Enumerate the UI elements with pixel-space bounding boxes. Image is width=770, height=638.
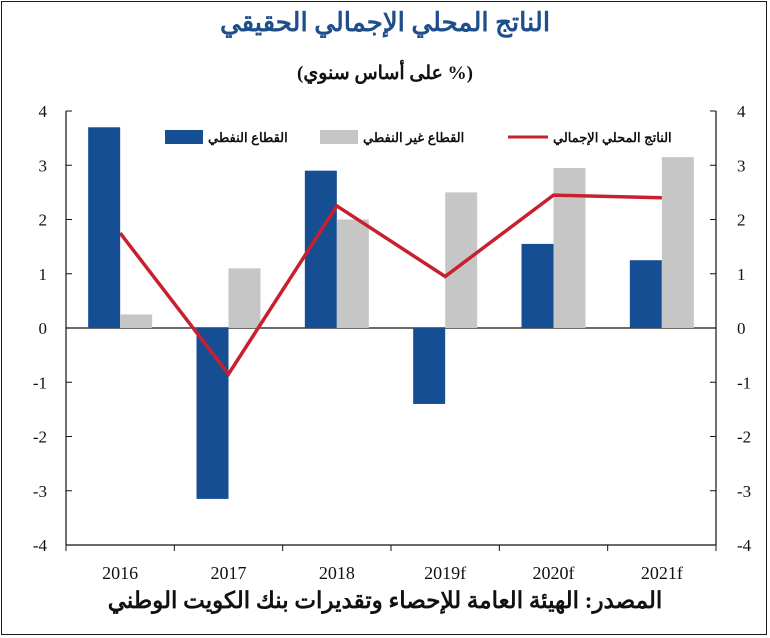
bar-non-oil-sector — [336, 219, 369, 328]
y-tick-label-left: -4 — [33, 536, 48, 555]
chart-line — [118, 193, 662, 378]
legend-label-oil: القطاع النفطي — [208, 130, 288, 146]
bar-non-oil-sector — [661, 157, 694, 328]
y-tick-label-right: 0 — [737, 319, 746, 338]
x-tick-label: 2017 — [211, 563, 247, 583]
x-tick-label: 2021f — [641, 563, 683, 583]
line-gdp — [118, 193, 662, 378]
y-tick-label-right: -4 — [737, 536, 752, 555]
y-tick-label-left: -3 — [33, 482, 47, 501]
y-tick-label-right: -3 — [737, 482, 751, 501]
bar-non-oil-sector — [120, 314, 153, 328]
bar-oil-sector — [196, 328, 229, 499]
bar-oil-sector — [521, 243, 554, 328]
y-tick-label-right: 2 — [737, 211, 746, 230]
chart-axes: -4 -4 -3 -3 -2 -2 -1 -1 0 0 1 1 2 2 3 3 4 4 2016 2017 2018 20… — [33, 102, 752, 583]
chart-bars — [88, 127, 694, 499]
y-tick-label-right: -2 — [737, 428, 751, 447]
bar-non-oil-sector — [553, 167, 586, 328]
y-tick-label-left: 3 — [39, 156, 48, 175]
legend-label-non-oil: القطاع غير النفطي — [363, 130, 464, 146]
y-tick-label-left: 4 — [39, 102, 48, 121]
y-tick-label-left: 2 — [39, 211, 48, 230]
legend-label-gdp: الناتج المحلي الإجمالي — [553, 130, 672, 146]
y-tick-label-left: -2 — [33, 428, 47, 447]
y-tick-label-left: 1 — [39, 265, 48, 284]
chart-title: الناتج المحلي الإجمالي الحقيقي — [219, 8, 551, 37]
bar-non-oil-sector — [445, 192, 478, 328]
chart-legend: القطاع النفطي القطاع غير النفطي الناتج ا… — [165, 130, 672, 146]
bar-oil-sector — [629, 260, 662, 328]
y-tick-label-right: 1 — [737, 265, 746, 284]
x-tick-label: 2020f — [533, 563, 575, 583]
x-tick-label: 2019f — [424, 563, 466, 583]
chart-subtitle: (% على أساس سنوي) — [297, 63, 473, 84]
y-tick-label-right: 3 — [737, 156, 746, 175]
x-tick-label: 2018 — [319, 563, 355, 583]
chart-source-note: المصدر: الهيئة العامة للإحصاء وتقديرات ب… — [107, 588, 663, 613]
y-tick-label-left: -1 — [33, 373, 47, 392]
y-tick-label-right: -1 — [737, 373, 751, 392]
y-tick-label-right: 4 — [737, 102, 746, 121]
bar-oil-sector — [413, 328, 446, 404]
legend-swatch-oil — [165, 130, 203, 144]
legend-swatch-non-oil — [320, 130, 358, 144]
bar-oil-sector — [88, 127, 121, 329]
x-tick-label: 2016 — [102, 563, 138, 583]
y-tick-label-left: 0 — [39, 319, 48, 338]
bar-non-oil-sector — [228, 268, 261, 328]
